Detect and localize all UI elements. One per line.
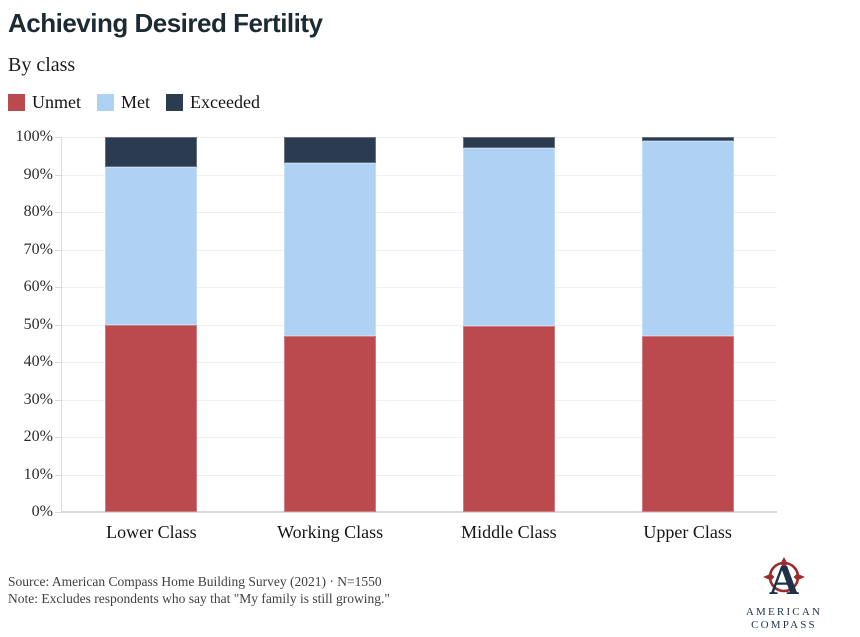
gridline xyxy=(62,474,777,476)
y-axis-tick xyxy=(55,437,62,438)
y-axis-tick xyxy=(55,287,62,288)
bar-segment-exceeded-middle-class xyxy=(462,137,555,149)
x-axis-label: Upper Class xyxy=(643,522,732,542)
compass-point-east xyxy=(793,573,805,581)
logo-wordmark-line2: COMPASS xyxy=(751,618,817,631)
y-axis-tick xyxy=(55,137,62,138)
gridline xyxy=(62,362,777,363)
legend-item-unmet: Unmet xyxy=(8,92,81,113)
x-axis-line xyxy=(62,511,777,513)
legend-label: Exceeded xyxy=(190,92,260,112)
footer: Source: American Compass Home Building S… xyxy=(8,573,390,607)
legend-item-met: Met xyxy=(97,92,150,113)
legend-swatch-met xyxy=(97,94,114,111)
y-axis-label: 0% xyxy=(31,503,53,520)
y-axis-label: 30% xyxy=(23,390,53,408)
page-title: Achieving Desired Fertility xyxy=(8,8,323,38)
legend-label: Met xyxy=(121,92,150,112)
y-axis-label: 60% xyxy=(23,278,53,295)
y-axis-tick xyxy=(55,174,62,176)
gridline xyxy=(62,399,777,401)
chart-subtitle: By class xyxy=(8,54,76,76)
y-axis-tick xyxy=(55,212,62,213)
x-axis-label: Working Class xyxy=(277,522,384,542)
y-axis-tick xyxy=(55,474,62,476)
y-axis-label: 90% xyxy=(23,165,53,183)
bar-segment-met-lower-class xyxy=(105,167,198,325)
gridline xyxy=(62,137,777,138)
y-axis-label: 20% xyxy=(23,428,53,445)
gridline xyxy=(62,324,777,326)
y-axis-label: 100% xyxy=(15,128,53,145)
legend-item-exceeded: Exceeded xyxy=(166,92,260,113)
y-axis-tick xyxy=(55,324,62,326)
bar-segment-exceeded-lower-class xyxy=(105,137,198,167)
bar-segment-unmet-working-class xyxy=(284,335,377,512)
y-axis-label: 40% xyxy=(23,353,53,370)
logo-wordmark-line1: AMERICAN xyxy=(745,606,823,618)
y-axis-tick xyxy=(55,399,62,401)
bar-segment-met-upper-class xyxy=(641,140,734,336)
bar-segment-met-middle-class xyxy=(462,148,555,327)
legend-label: Unmet xyxy=(32,92,81,112)
y-axis-label: 10% xyxy=(23,465,53,483)
source-note: Source: American Compass Home Building S… xyxy=(8,574,382,589)
compass-point-north xyxy=(780,557,788,569)
y-axis-label: 80% xyxy=(23,203,53,220)
gridline xyxy=(62,287,777,288)
bar-segment-exceeded-upper-class xyxy=(641,137,734,141)
compass-logo-icon: A xyxy=(763,557,805,604)
y-axis-tick xyxy=(55,512,62,513)
x-axis-label: Middle Class xyxy=(461,522,557,542)
gridline xyxy=(62,174,777,176)
y-axis-tick xyxy=(55,362,62,363)
american-compass-logo: A AMERICAN COMPASS xyxy=(724,556,844,631)
gridline xyxy=(62,212,777,213)
gridline xyxy=(62,249,777,251)
gridline xyxy=(62,437,777,438)
bar-segment-met-working-class xyxy=(284,163,377,336)
bar-segment-unmet-upper-class xyxy=(641,335,734,512)
compass-point-west xyxy=(763,573,775,581)
bar-segment-unmet-middle-class xyxy=(462,326,555,512)
y-axis-label: 70% xyxy=(23,240,53,258)
logo-letter: A xyxy=(769,558,800,602)
y-axis-label: 50% xyxy=(23,315,53,333)
bar-segment-unmet-lower-class xyxy=(105,324,198,512)
exclusion-note: Note: Excludes respondents who say that … xyxy=(8,591,390,606)
legend-swatch-exceeded xyxy=(166,94,183,111)
bar-segment-exceeded-working-class xyxy=(284,137,377,164)
plot-area: 0% 10% 20% 30% 40% 50% 60% 70% 80% 90% 100% Lower C… xyxy=(16,128,777,542)
legend: Unmet Met Exceeded xyxy=(8,92,260,113)
y-axis-tick xyxy=(55,249,62,251)
legend-swatch-unmet xyxy=(8,94,25,111)
x-axis-label: Lower Class xyxy=(106,522,197,542)
